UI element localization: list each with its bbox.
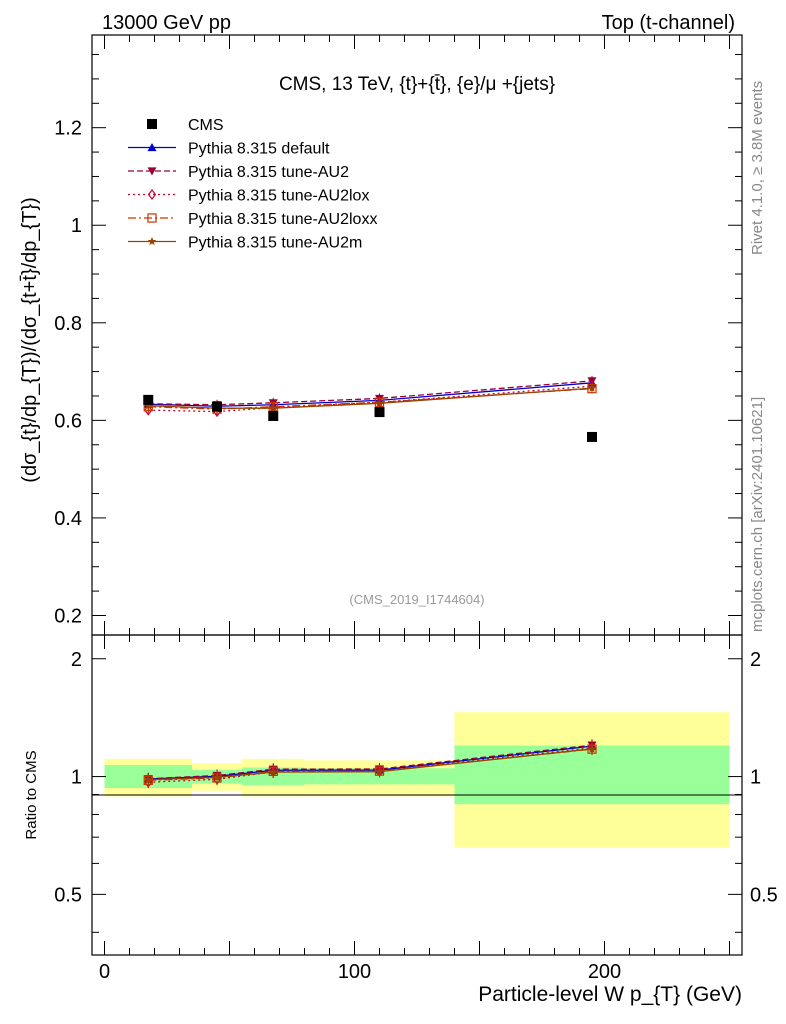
y-tick-label: 1	[71, 215, 82, 237]
x-tick-label: 0	[99, 961, 110, 983]
y-axis-label: (dσ_{t}/dp_{T})/(dσ_{t+t̄}/dp_{T})	[19, 197, 41, 482]
header-right: Top (t-channel)	[602, 12, 735, 34]
legend-label: Pythia 8.315 tune-AU2lox	[188, 188, 369, 205]
ratio-tick-label-right: 0.5	[750, 884, 778, 906]
point-marker	[212, 772, 222, 782]
point-marker	[143, 401, 153, 410]
data-point	[374, 407, 385, 418]
legend-label: Pythia 8.315 tune-AU2	[188, 164, 349, 181]
data-point	[587, 431, 597, 442]
chart-title: CMS, 13 TeV, {t}+{t̄}, {e}/μ +{jets}	[279, 74, 555, 95]
ratio-tick-label: 2	[71, 649, 82, 671]
point-marker	[147, 189, 157, 200]
ratio-tick-label: 0.5	[54, 884, 82, 906]
x-axis-label: Particle-level W p_{T} (GeV)	[478, 983, 742, 1006]
point-marker	[143, 775, 153, 784]
ratio-tick-label-right: 2	[750, 649, 761, 671]
legend-label: Pythia 8.315 tune-AU2m	[188, 235, 362, 252]
x-tick-label: 200	[588, 961, 621, 983]
ratio-tick-label: 1	[71, 767, 82, 789]
point-marker	[375, 398, 384, 407]
y-tick-label: 0.2	[54, 605, 82, 627]
point-marker	[268, 403, 278, 412]
point-marker	[147, 143, 157, 152]
data-point	[268, 410, 279, 421]
legend-label: Pythia 8.315 tune-AU2loxx	[188, 211, 377, 228]
point-marker	[147, 213, 157, 223]
point-marker	[268, 767, 278, 776]
x-tick-label: 100	[338, 961, 371, 983]
data-point	[143, 394, 154, 405]
analysis-watermark: (CMS_2019_I1744604)	[349, 592, 484, 607]
y-tick-label: 0.4	[54, 508, 82, 530]
data-point	[212, 401, 222, 412]
mcplots-label: mcplots.cern.ch [arXiv:2401.10621]	[749, 397, 766, 632]
legend-label: CMS	[188, 117, 224, 134]
y-tick-label: 0.8	[54, 313, 82, 335]
main-panel: 0.2 0.4 0.6 0.8 1 1.2 CMS, 13 TeV, {t}+{t̄}, …	[54, 34, 743, 636]
point-marker	[147, 167, 157, 176]
point-marker	[147, 237, 157, 246]
legend-swatch-data	[147, 119, 157, 129]
ratio-axis-label: Ratio to CMS	[23, 750, 40, 839]
series-line	[148, 380, 593, 406]
ratio-tick-label-right: 1	[750, 767, 761, 789]
point-marker	[375, 767, 384, 776]
ratio-series-line	[148, 744, 593, 780]
point-marker	[587, 383, 597, 392]
point-marker	[587, 744, 597, 753]
ratio-panel: 0.5 0.5 1 1 2 2	[54, 634, 778, 956]
rivet-label: Rivet 4.1.0, ≥ 3.8M events	[749, 81, 766, 255]
legend-label: Pythia 8.315 default	[188, 141, 330, 158]
header-left: 13000 GeV pp	[102, 12, 231, 34]
y-tick-label: 1.2	[54, 118, 82, 140]
y-tick-label: 0.6	[54, 410, 82, 432]
legend: CMS Pythia 8.315 default Pythia 8.315 tune…	[128, 117, 377, 252]
